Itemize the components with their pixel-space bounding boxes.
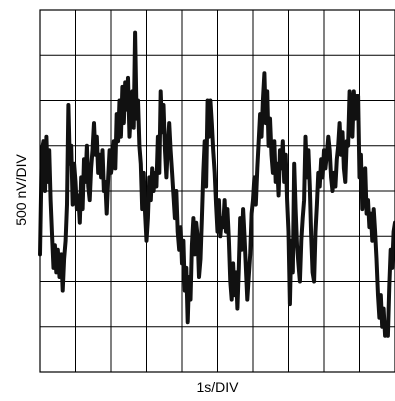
x-axis-label: 1s/DIV (196, 379, 239, 395)
trace-layer (38, 30, 395, 338)
plot-frame (39, 9, 395, 373)
y-axis-label: 500 nV/DIV (13, 154, 29, 226)
noise-trace-0 (38, 30, 395, 338)
